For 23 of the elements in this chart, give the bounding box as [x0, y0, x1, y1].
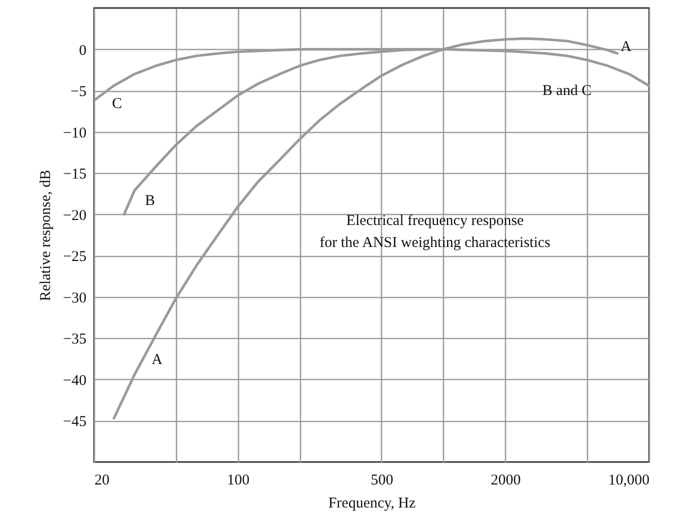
annotation: C	[112, 96, 122, 112]
y-tick-label: 0	[79, 42, 86, 59]
y-tick-label: −10	[63, 125, 86, 142]
x-tick-label: 20	[94, 472, 110, 488]
x-tick-label: 10,000	[608, 472, 650, 488]
x-tick-label: 100	[226, 472, 250, 488]
y-tick-label: −40	[63, 372, 86, 389]
y-axis-title: Relative response, dB	[38, 170, 54, 302]
x-tick-label: 2000	[490, 472, 521, 488]
y-tick-label: −45	[63, 414, 86, 430]
y-tick-label: −20	[63, 208, 86, 224]
y-tick-label: −15	[63, 166, 86, 183]
annotation: A	[152, 352, 163, 368]
y-tick-label: −30	[63, 290, 86, 306]
x-axis-title: Frequency, Hz	[328, 496, 416, 512]
y-tick-label: −25	[63, 249, 86, 266]
y-tick-label: −5	[70, 84, 86, 100]
x-tick-label: 500	[370, 472, 394, 488]
annotation: B	[144, 193, 156, 209]
y-tick-label: −35	[63, 332, 86, 348]
annotation: A	[620, 39, 632, 55]
annotation: B and C	[542, 83, 592, 99]
annotation: Electrical frequency response for the ANSI weighting characteristics	[320, 213, 551, 251]
